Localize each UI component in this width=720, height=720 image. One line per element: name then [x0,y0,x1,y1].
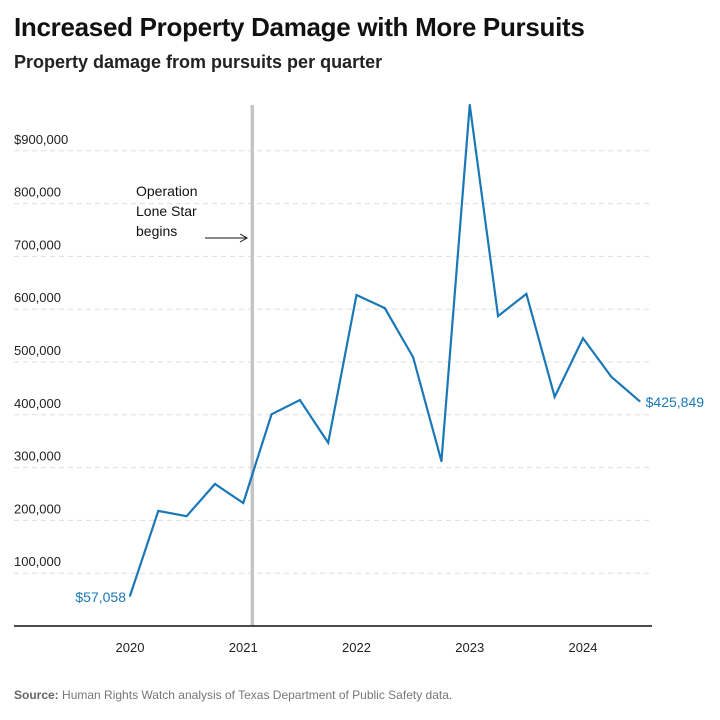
source-note: Source: Human Rights Watch analysis of T… [14,688,452,702]
data-point [412,356,415,359]
annotation-text: Lone Star [136,203,197,219]
x-tick-label: 2024 [569,640,598,655]
y-tick-label: 100,000 [14,554,61,569]
y-tick-label: 700,000 [14,237,61,252]
data-point [298,399,301,402]
data-point [468,103,471,106]
series-line [128,104,641,597]
y-tick-label: $900,000 [14,132,68,147]
source-text: Human Rights Watch analysis of Texas Dep… [62,688,453,702]
x-tick-label: 2022 [342,640,371,655]
data-point [383,307,386,310]
data-point [610,375,613,378]
y-tick-label: 500,000 [14,343,61,358]
data-point [129,594,131,597]
first-value-label: $57,058 [75,589,126,605]
data-point [497,315,500,318]
data-point [525,292,528,295]
annotation-text: begins [136,223,177,239]
x-tick-label: 2023 [455,640,484,655]
source-label: Source: [14,688,59,702]
x-tick-label: 2020 [116,640,145,655]
chart-subtitle: Property damage from pursuits per quarte… [14,52,383,72]
data-point [638,400,641,403]
data-point [553,395,556,398]
data-point [355,293,358,296]
annotation-text: Operation [136,183,197,199]
data-point [157,509,160,512]
y-tick-label: 300,000 [14,449,61,464]
data-point [440,460,443,463]
y-tick-label: 200,000 [14,501,61,516]
last-value-label: $425,849 [646,394,705,410]
data-point [270,413,273,416]
data-point [327,441,330,444]
y-tick-label: 600,000 [14,290,61,305]
data-point [185,515,188,518]
data-point [582,337,584,340]
data-point [242,501,245,504]
chart-title: Increased Property Damage with More Purs… [14,12,585,42]
x-tick-label: 2021 [229,640,258,655]
y-tick-label: 800,000 [14,185,61,200]
y-tick-label: 400,000 [14,396,61,411]
data-point [213,482,216,485]
arrow-head-icon [239,233,249,243]
